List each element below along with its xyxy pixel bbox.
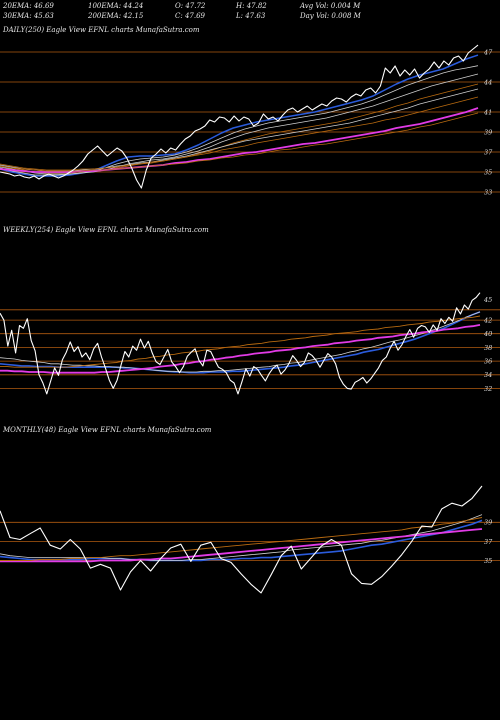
weekly-price-line [0,292,481,395]
daily-y-tick-label: 41 [483,108,492,116]
indicator-open: O: 47.72 [175,2,206,10]
monthly-ema-magenta-line [0,528,483,563]
weekly-y-tick-label: 34 [484,371,492,379]
monthly-ema-short-line [0,514,483,561]
indicator-day-vol: Day Vol: 0.008 M [300,12,361,20]
weekly-y-tick-label: 45 [483,296,492,304]
weekly-y-tick-label: 40 [483,330,492,338]
indicator-close: C: 47.69 [175,12,205,20]
daily-ema-mid-1-line [0,73,479,175]
weekly-y-tick-label: 32 [484,385,492,393]
monthly-y-tick-label: 37 [484,538,493,546]
daily-ema-long-4-line [0,112,479,172]
monthly-ema-orange-line [0,517,483,561]
daily-y-tick-label: 37 [484,148,493,156]
weekly-ema-magenta-line [0,324,481,374]
daily-ema-mid-2-line [0,83,479,174]
weekly-ema-orange-line [0,315,481,368]
daily-chart-title: DAILY(250) Eagle View EFNL charts Munafa… [3,26,200,34]
daily-ema-long-3-line [0,107,479,173]
weekly-ema-blue-line [0,311,481,374]
indicator-20ema: 20EMA: 46.69 [3,2,54,10]
daily-y-tick-label: 44 [483,78,492,86]
daily-ema-long-2-line [0,96,479,171]
monthly-y-tick-label: 35 [484,557,492,565]
daily-y-tick-label: 33 [484,188,492,196]
daily-y-tick-label: 39 [484,128,492,136]
weekly-chart-title: WEEKLY(254) Eagle View EFNL charts Munaf… [3,226,209,234]
indicator-200ema: 200EMA: 42.15 [88,12,144,20]
indicator-low: L: 47.63 [236,12,266,20]
daily-price-line [0,44,479,189]
daily-y-tick-label: 47 [483,48,493,56]
indicator-30ema: 30EMA: 45.63 [3,12,54,20]
indicator-100ema: 100EMA: 44.24 [88,2,144,10]
weekly-y-tick-label: 36 [484,358,492,366]
weekly-y-tick-label: 38 [484,344,492,352]
indicator-high: H: 47.82 [236,2,267,10]
daily-ema-long-1-line [0,88,479,172]
weekly-ema-short-line [0,311,481,373]
daily-y-tick-label: 35 [484,168,492,176]
monthly-ema-blue-line [0,519,483,562]
monthly-price-line [0,485,483,594]
weekly-y-tick-label: 42 [483,317,492,325]
monthly-chart-title: MONTHLY(48) Eagle View EFNL charts Munaf… [3,426,212,434]
indicator-avg-vol: Avg Vol: 0.004 M [300,2,361,10]
monthly-y-tick-label: 39 [484,519,492,527]
